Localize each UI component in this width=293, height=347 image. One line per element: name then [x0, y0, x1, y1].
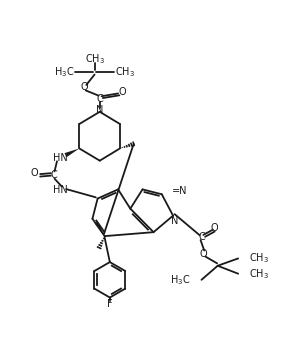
Text: O: O — [200, 248, 207, 259]
Polygon shape — [64, 149, 79, 157]
Text: CH$_3$: CH$_3$ — [249, 267, 269, 281]
Text: N: N — [171, 216, 178, 226]
Text: =N: =N — [173, 186, 188, 196]
Text: O: O — [30, 168, 38, 178]
Text: C: C — [198, 232, 205, 242]
Polygon shape — [95, 221, 105, 236]
Text: CH$_3$: CH$_3$ — [85, 52, 105, 66]
Text: C: C — [96, 94, 103, 104]
Text: F: F — [107, 299, 113, 309]
Text: N: N — [96, 105, 103, 115]
Text: O: O — [211, 223, 219, 233]
Text: C: C — [51, 170, 57, 180]
Text: HN: HN — [53, 185, 67, 195]
Text: HN: HN — [53, 153, 67, 163]
Text: O: O — [81, 82, 88, 92]
Text: O: O — [119, 87, 126, 96]
Text: H$_3$C: H$_3$C — [54, 65, 74, 79]
Text: H$_3$C: H$_3$C — [171, 273, 191, 287]
Text: CH$_3$: CH$_3$ — [249, 252, 269, 265]
Text: CH$_3$: CH$_3$ — [115, 65, 135, 79]
